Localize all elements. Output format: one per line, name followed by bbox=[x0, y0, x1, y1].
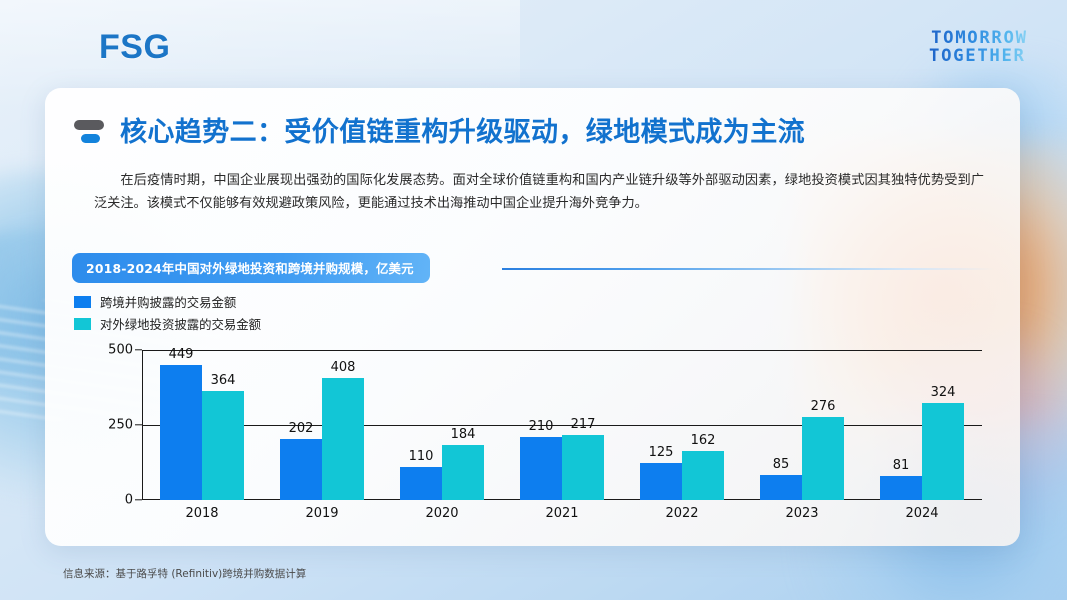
bar-value-label: 217 bbox=[570, 416, 596, 432]
legend-label: 跨境并购披露的交易金额 bbox=[100, 295, 237, 310]
y-tick-mark bbox=[135, 349, 142, 351]
bar[interactable]: 202 bbox=[280, 421, 322, 500]
pill-marker-icon bbox=[72, 115, 108, 145]
x-tick-label: 2019 bbox=[305, 506, 339, 521]
bar-value-label: 408 bbox=[330, 359, 356, 375]
banner-rule bbox=[502, 268, 994, 270]
x-axis-labels: 2018 2019 2020 2021 2022 2023 2024 bbox=[142, 506, 982, 521]
x-tick-label: 2024 bbox=[905, 506, 939, 521]
bar-value-label: 210 bbox=[528, 419, 554, 434]
y-tick-label: 0 bbox=[124, 492, 133, 508]
y-tick-label: 500 bbox=[108, 342, 133, 358]
tomorrow-together-logo-line2: TOGETHER bbox=[929, 47, 1028, 66]
x-tick-label: 2018 bbox=[185, 506, 219, 521]
bar[interactable]: 449 bbox=[160, 347, 202, 500]
bar-value-label: 125 bbox=[648, 444, 674, 460]
x-tick-label: 2022 bbox=[665, 506, 699, 521]
bar[interactable]: 276 bbox=[802, 399, 844, 500]
y-tick-mark bbox=[135, 424, 142, 426]
legend-item-cross-border-ma: 跨境并购披露的交易金额 bbox=[74, 293, 261, 311]
bar[interactable]: 125 bbox=[640, 445, 682, 500]
bar-value-label: 364 bbox=[210, 372, 236, 388]
y-tick-label: 250 bbox=[108, 417, 133, 433]
slide-title-row: 核心趋势二：受价值链重构升级驱动，绿地模式成为主流 bbox=[72, 110, 805, 149]
bar[interactable]: 81 bbox=[880, 458, 922, 500]
bar-group: 85 276 bbox=[760, 350, 844, 500]
legend-swatch-icon bbox=[74, 296, 91, 308]
tomorrow-together-logo-line1: TOMORROW bbox=[929, 29, 1028, 48]
gridline bbox=[142, 350, 982, 352]
bar[interactable]: 110 bbox=[400, 449, 442, 500]
chart-plot-area: 0 250 500 449 364 202 408 110 184 210 217 125 162 85… bbox=[108, 343, 982, 508]
bar-group: 125 162 bbox=[640, 350, 724, 500]
y-tick-mark bbox=[135, 499, 142, 501]
x-tick-label: 2021 bbox=[545, 506, 579, 521]
bar-value-label: 324 bbox=[930, 384, 956, 400]
body-paragraph: 在后疫情时期，中国企业展现出强劲的国际化发展态势。面对全球价值链重构和国内产业链… bbox=[94, 173, 984, 211]
bar-value-label: 449 bbox=[168, 347, 194, 363]
bar-group: 202 408 bbox=[280, 350, 364, 500]
bar[interactable]: 210 bbox=[520, 419, 562, 500]
bar-value-label: 110 bbox=[408, 449, 434, 464]
tomorrow-together-logo: TOMORROW TOGETHER bbox=[929, 29, 1028, 66]
bar-value-label: 85 bbox=[772, 456, 790, 472]
gridline bbox=[142, 425, 982, 427]
x-tick-label: 2023 bbox=[785, 506, 819, 521]
chart-title-label: 2018-2024年中国对外绿地投资和跨境并购规模，亿美元 bbox=[72, 253, 430, 283]
bar[interactable]: 364 bbox=[202, 373, 244, 500]
bar-group: 81 324 bbox=[880, 350, 964, 500]
legend-item-greenfield: 对外绿地投资披露的交易金额 bbox=[74, 315, 261, 333]
page-title: 核心趋势二：受价值链重构升级驱动，绿地模式成为主流 bbox=[120, 117, 805, 148]
bar-chart: 0 250 500 449 364 202 408 110 184 210 217 125 162 85… bbox=[72, 343, 994, 525]
bar[interactable]: 162 bbox=[682, 433, 724, 500]
chart-title-banner: 2018-2024年中国对外绿地投资和跨境并购规模，亿美元 bbox=[72, 253, 994, 283]
chart-legend: 跨境并购披露的交易金额 对外绿地投资披露的交易金额 bbox=[74, 293, 261, 337]
legend-swatch-icon bbox=[74, 318, 91, 330]
bar-value-label: 162 bbox=[690, 433, 716, 449]
bar-group: 210 217 bbox=[520, 350, 604, 500]
bar-value-label: 202 bbox=[288, 421, 314, 437]
bar[interactable]: 217 bbox=[562, 417, 604, 500]
legend-label: 对外绿地投资披露的交易金额 bbox=[100, 317, 262, 332]
bar[interactable]: 324 bbox=[922, 385, 964, 500]
bar[interactable]: 184 bbox=[442, 427, 484, 500]
bar[interactable]: 85 bbox=[760, 457, 802, 500]
content-card: 核心趋势二：受价值链重构升级驱动，绿地模式成为主流 在后疫情时期，中国企业展现出… bbox=[45, 88, 1020, 546]
bar-value-label: 276 bbox=[810, 399, 836, 415]
x-tick-label: 2020 bbox=[425, 506, 459, 521]
source-note: 信息来源：基于路孚特 (Refinitiv)跨境并购数据计算 bbox=[63, 568, 307, 580]
bar-group: 449 364 bbox=[160, 347, 244, 500]
fsg-logo: FSG bbox=[99, 28, 171, 66]
bar-value-label: 81 bbox=[892, 457, 910, 473]
bar[interactable]: 408 bbox=[322, 360, 364, 500]
bar-groups: 449 364 202 408 110 184 210 217 125 162 85 276 81 324 bbox=[142, 347, 982, 500]
bar-group: 110 184 bbox=[400, 350, 484, 500]
bar-value-label: 184 bbox=[450, 426, 476, 442]
